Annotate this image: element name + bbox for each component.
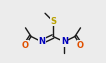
Text: O: O: [22, 41, 29, 50]
Text: N: N: [61, 37, 68, 46]
Text: S: S: [50, 17, 56, 26]
Text: N: N: [38, 37, 45, 46]
Text: O: O: [77, 41, 84, 50]
